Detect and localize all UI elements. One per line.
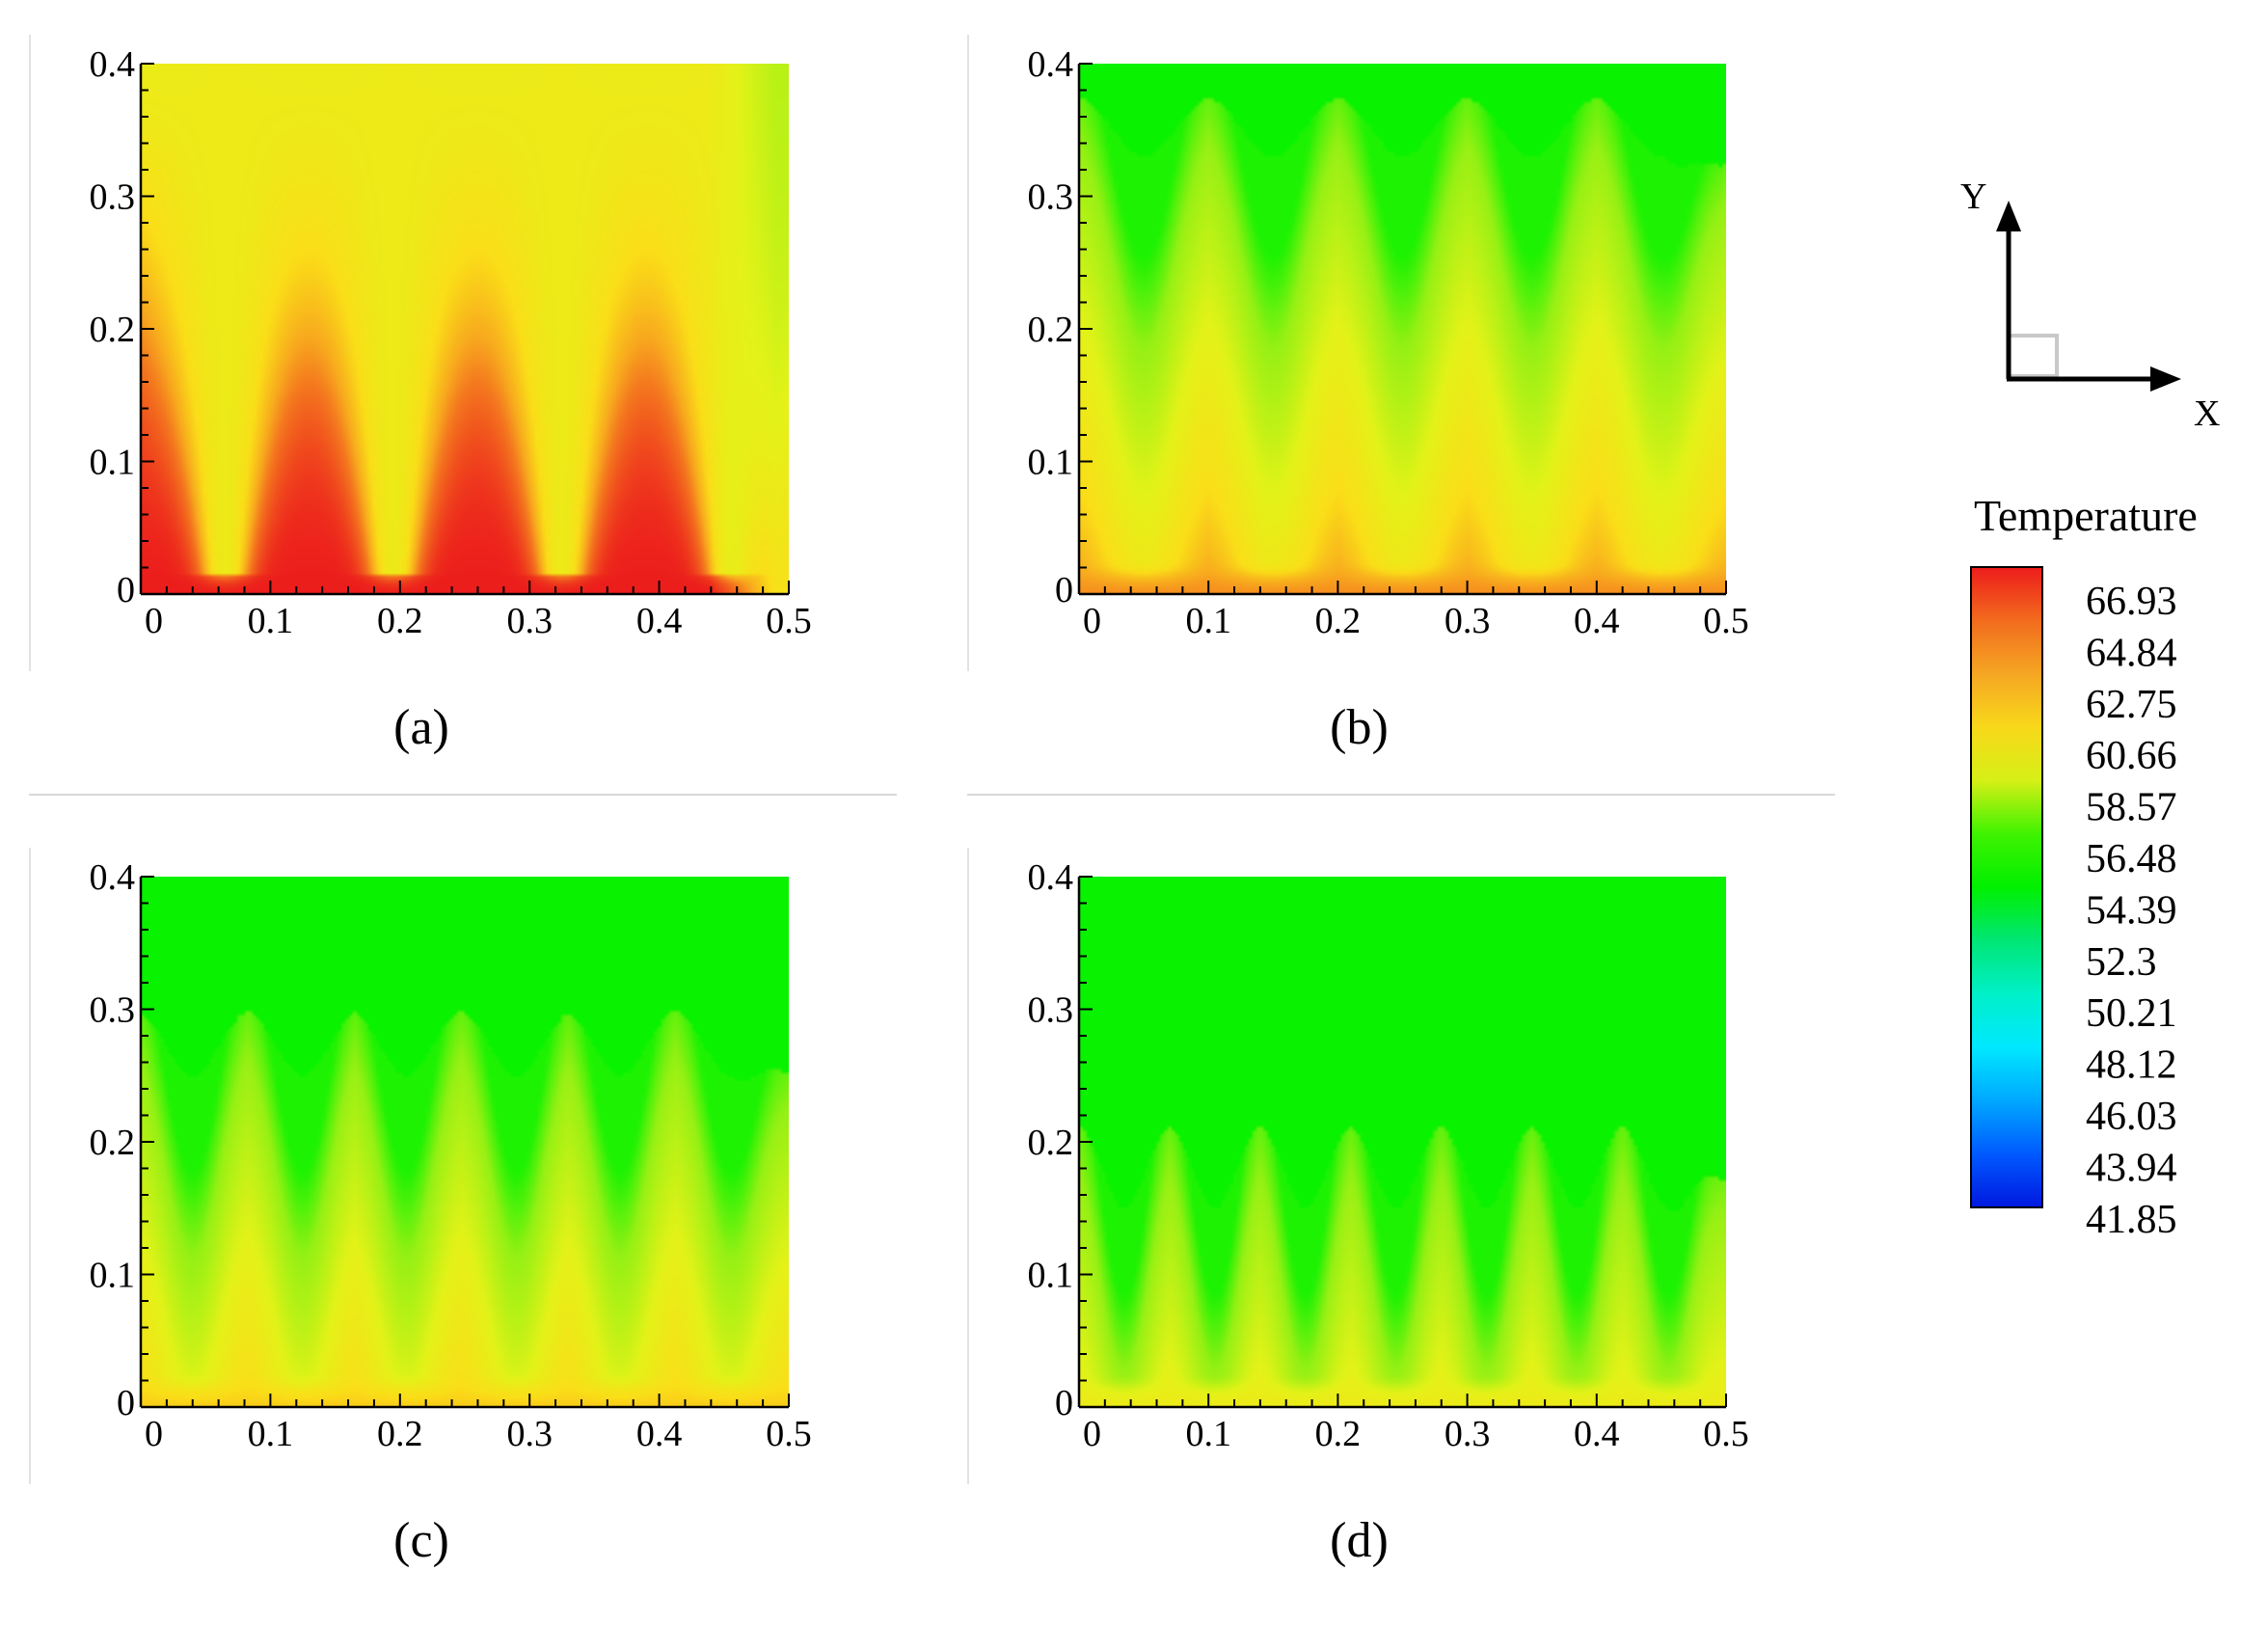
x-arrow-head	[2150, 366, 2181, 392]
x-tick-label: 0.5	[1703, 1414, 1749, 1454]
legend-value: 52.3	[2086, 940, 2157, 985]
legend-value: 43.94	[2086, 1146, 2177, 1190]
temperature-field	[141, 877, 789, 1407]
x-tick-label: 0.2	[377, 601, 423, 641]
legend-value: 58.57	[2086, 786, 2177, 830]
x-tick-label: 0.4	[636, 601, 683, 641]
panel-caption: (c)	[393, 1513, 449, 1568]
x-tick-label: 0.3	[1444, 1414, 1491, 1454]
x-tick-label: 0.4	[636, 1414, 683, 1454]
y-tick-label: 0.1	[90, 1256, 136, 1296]
x-tick-label: 0.1	[248, 601, 294, 641]
x-tick-label: 0.3	[1444, 601, 1491, 641]
y-tick-label: 0.4	[90, 857, 136, 898]
contour-panel-d: 0 0.1 0.2 0.3 0.4 0.5 0 0.1 0.2 0.3 0.4 (d)	[967, 848, 1749, 1568]
y-tick-label: 0.3	[90, 177, 136, 218]
x-tick-label: 0.3	[506, 601, 553, 641]
legend-colorbar	[1970, 566, 2043, 1208]
x-tick-label: 0.5	[1703, 601, 1749, 641]
x-tick-label: 0.2	[1315, 601, 1362, 641]
x-tick-label: 0.1	[248, 1414, 294, 1454]
legend-value: 46.03	[2086, 1095, 2177, 1139]
contour-panel-a: 0 0.1 0.2 0.3 0.4 0.5 0 0.1 0.2 0.3 0.4 (a)	[29, 35, 812, 755]
y-tick-label: 0.3	[1028, 990, 1074, 1031]
legend-value: 62.75	[2086, 683, 2177, 727]
legend-value: 60.66	[2086, 734, 2177, 778]
legend-value: 41.85	[2086, 1198, 2177, 1242]
legend-value: 56.48	[2086, 837, 2177, 881]
x-tick-label: 0.2	[377, 1414, 423, 1454]
y-tick-label: 0.1	[1028, 443, 1074, 483]
legend-value: 64.84	[2086, 631, 2177, 675]
y-tick-label: 0	[117, 570, 135, 610]
y-tick-label: 0.2	[90, 1123, 136, 1163]
legend-value: 48.12	[2086, 1043, 2177, 1088]
y-arrow-head	[1996, 201, 2021, 231]
x-tick-label: 0.5	[766, 1414, 812, 1454]
x-tick-label: 0	[1083, 601, 1101, 641]
x-tick-label: 0.4	[1574, 1414, 1620, 1454]
y-tick-label: 0	[1055, 570, 1073, 610]
indicator-y-label: Y	[1960, 176, 1986, 217]
x-tick-label: 0.2	[1315, 1414, 1362, 1454]
y-tick-label: 0.4	[90, 44, 136, 85]
y-tick-label: 0.1	[90, 443, 136, 483]
y-tick-label: 0.2	[90, 310, 136, 350]
legend-title: Temperature	[1974, 491, 2198, 540]
legend-value: 66.93	[2086, 580, 2177, 624]
temperature-legend: Temperature 66.93 64.84 62.75 60.66 58.57 56.4…	[1970, 491, 2198, 1242]
contour-panel-b: 0 0.1 0.2 0.3 0.4 0.5 0 0.1 0.2 0.3 0.4 (b)	[967, 35, 1749, 755]
y-tick-label: 0	[1055, 1383, 1073, 1423]
y-tick-label: 0.1	[1028, 1256, 1074, 1296]
temperature-field	[1079, 877, 1726, 1407]
y-tick-label: 0.2	[1028, 310, 1074, 350]
y-tick-label: 0.4	[1028, 44, 1074, 85]
contour-panel-c: 0 0.1 0.2 0.3 0.4 0.5 0 0.1 0.2 0.3 0.4 (c)	[29, 848, 812, 1568]
y-tick-label: 0.3	[1028, 177, 1074, 218]
x-tick-label: 0.4	[1574, 601, 1620, 641]
indicator-origin-box	[2007, 334, 2059, 378]
x-tick-label: 0.1	[1185, 601, 1231, 641]
temperature-field	[1079, 64, 1726, 594]
contour-panels: 0 0.1 0.2 0.3 0.4 0.500.10.20.30.4(a)0 0.1 0.2 0…	[29, 35, 1835, 1568]
legend-value: 54.39	[2086, 888, 2177, 933]
legend-value: 50.21	[2086, 991, 2177, 1036]
x-tick-label: 0.5	[766, 601, 812, 641]
indicator-x-label: X	[2194, 393, 2220, 434]
x-tick-label: 0.1	[1185, 1414, 1231, 1454]
x-tick-label: 0	[1083, 1414, 1101, 1454]
y-tick-label: 0.2	[1028, 1123, 1074, 1163]
panel-caption: (b)	[1330, 700, 1389, 755]
x-tick-label: 0	[145, 601, 163, 641]
temperature-field	[141, 64, 789, 594]
y-tick-label: 0.4	[1028, 857, 1074, 898]
x-tick-label: 0	[145, 1414, 163, 1454]
axes-indicator: YX	[1960, 176, 2220, 434]
y-tick-label: 0	[117, 1383, 135, 1423]
panel-caption: (d)	[1330, 1513, 1389, 1568]
x-tick-label: 0.3	[506, 1414, 553, 1454]
panel-caption: (a)	[393, 700, 449, 755]
y-tick-label: 0.3	[90, 990, 136, 1031]
